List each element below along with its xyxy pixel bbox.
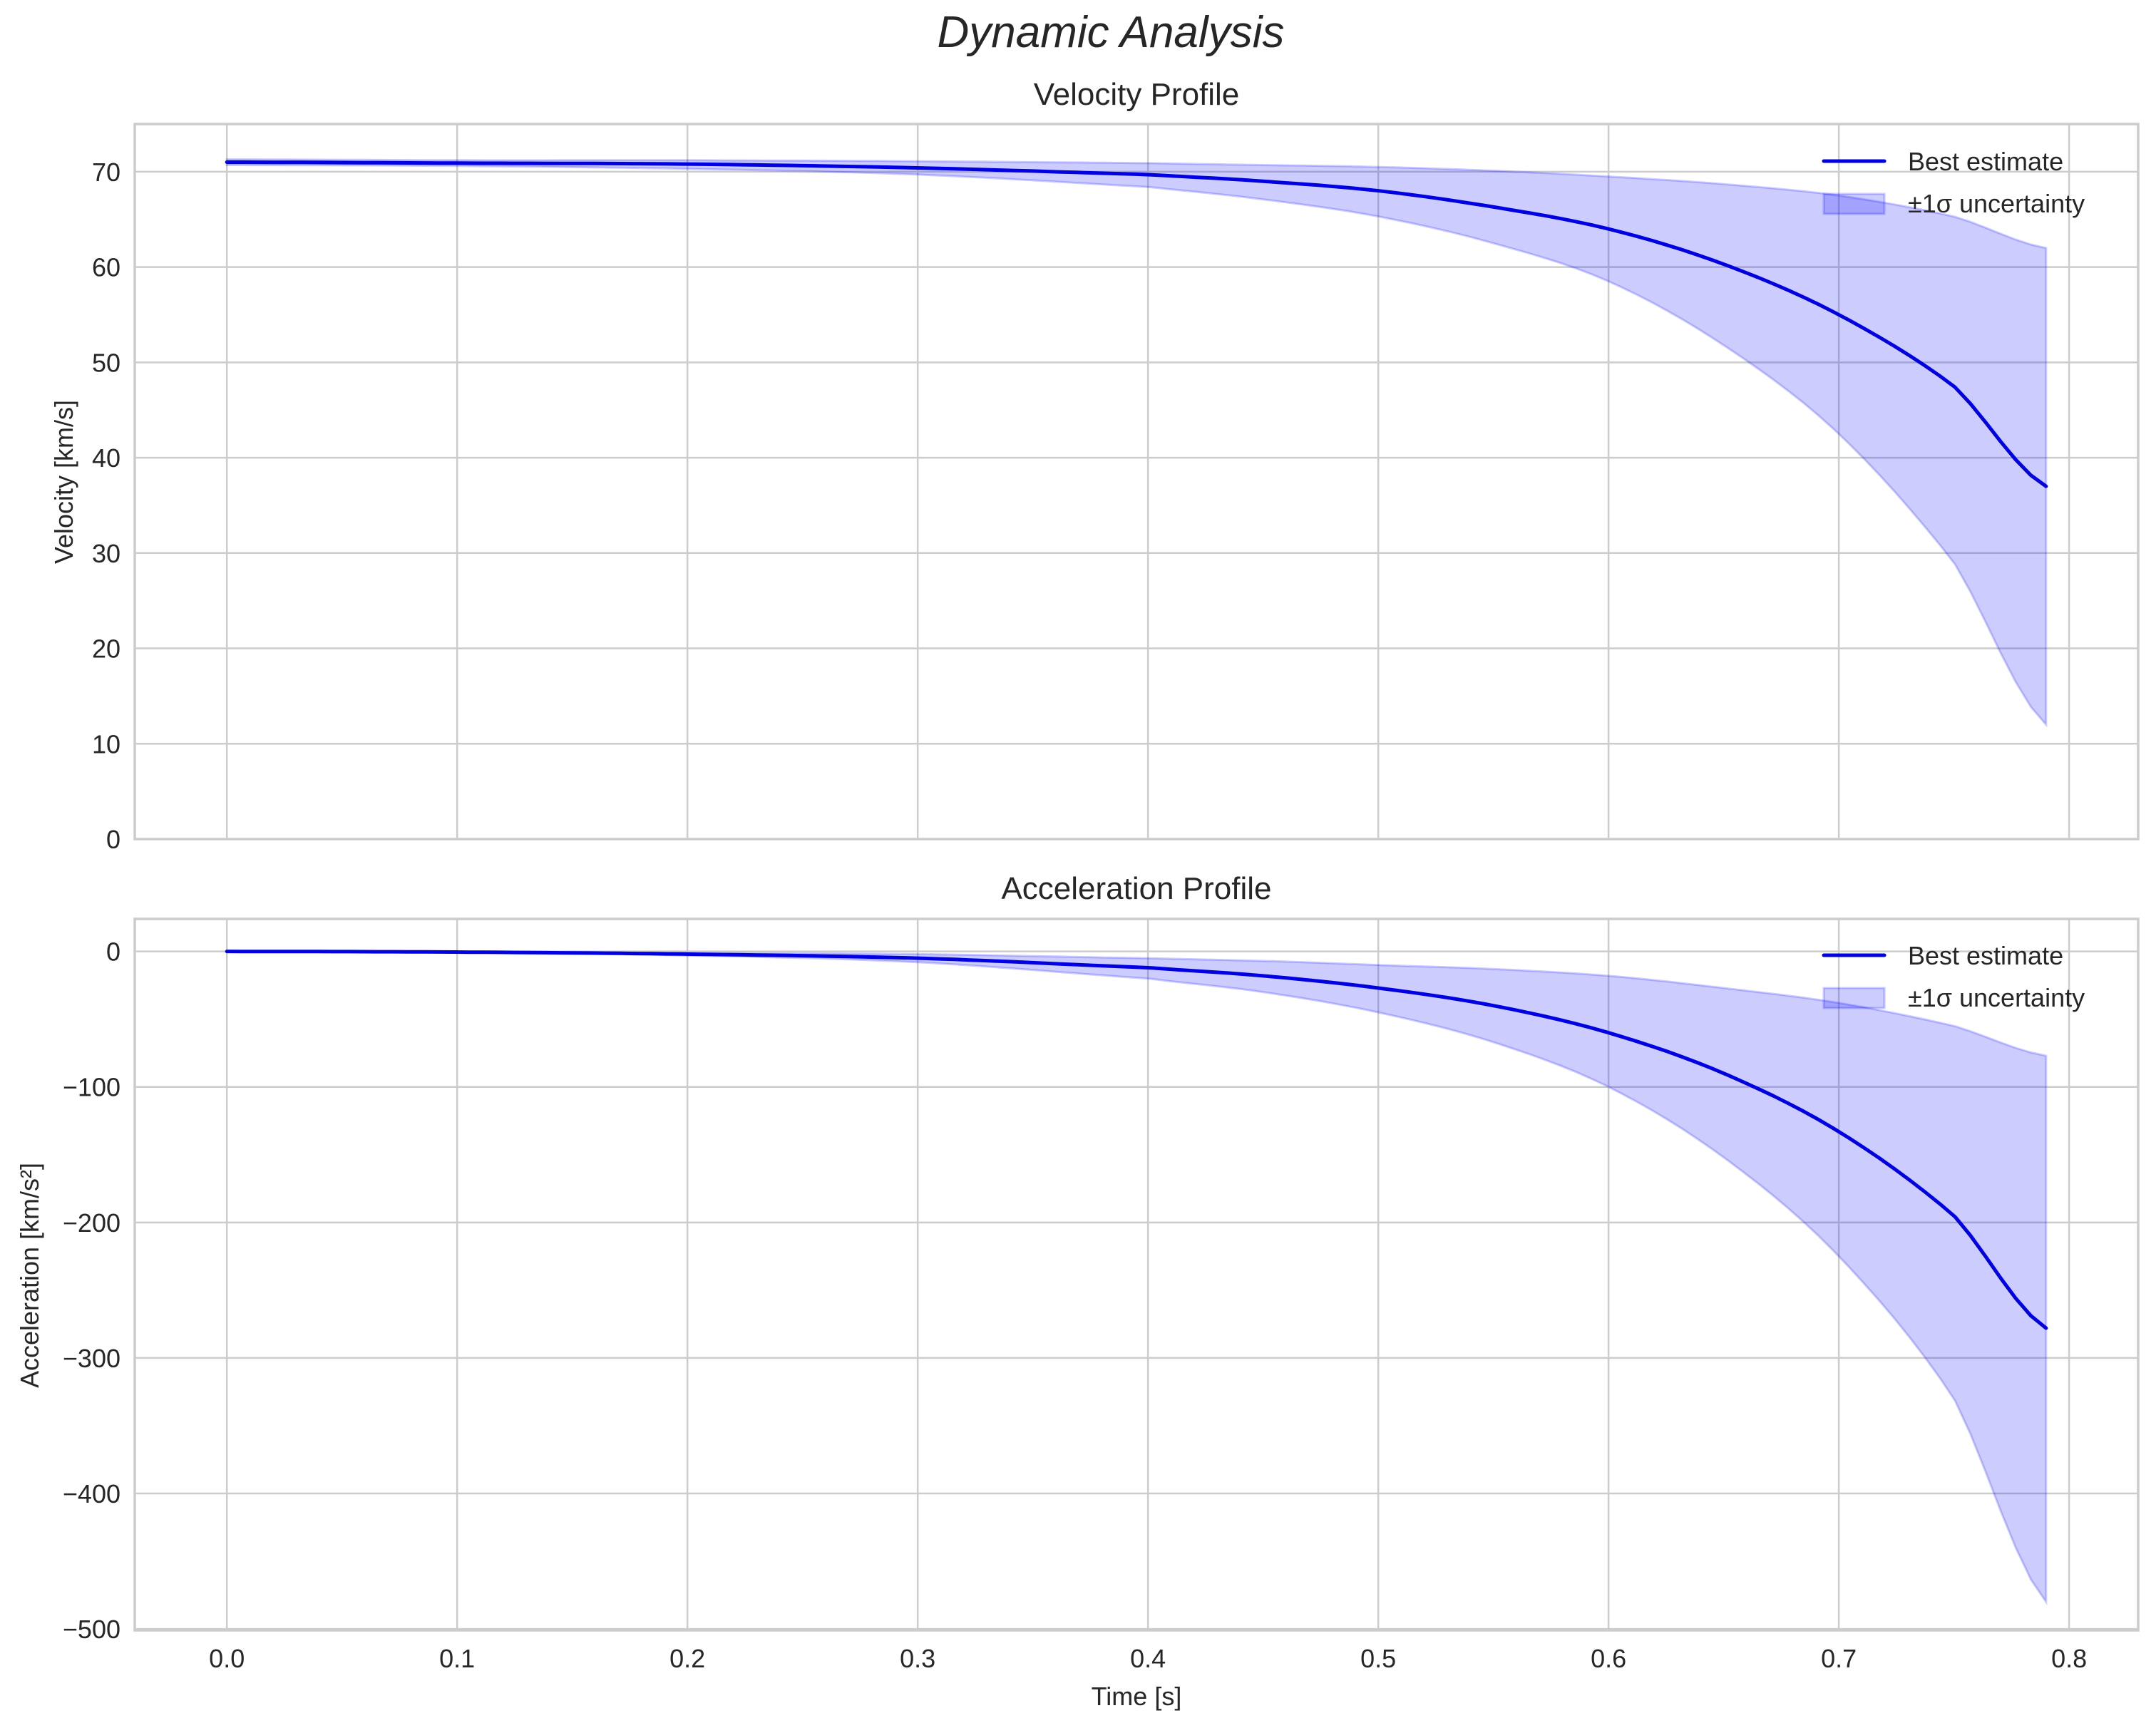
x-tick-label: 0.8 bbox=[2051, 1644, 2087, 1673]
legend-band-swatch-icon bbox=[1822, 987, 1886, 1009]
velocity-y-axis-label: Velocity [km/s] bbox=[49, 400, 78, 564]
acceleration-best-estimate-line bbox=[225, 950, 2048, 1330]
acceleration-axes-frame bbox=[133, 917, 2140, 1632]
velocity-axes-frame bbox=[133, 123, 2140, 840]
x-axis-label: Time [s] bbox=[1092, 1682, 1182, 1711]
x-tick-label: 0.2 bbox=[669, 1644, 705, 1673]
y-tick-label: 20 bbox=[92, 634, 120, 664]
best-estimate-path bbox=[225, 160, 2048, 488]
velocity-panel: Velocity Profile 0 10 20 30 40 50 60 70 Velocit… bbox=[49, 77, 2140, 854]
y-tick-label: 60 bbox=[92, 253, 120, 282]
x-tick-label: 0.6 bbox=[1591, 1644, 1626, 1673]
velocity-y-ticks: 0 10 20 30 40 50 60 70 bbox=[92, 158, 120, 854]
acceleration-y-axis-label: Acceleration [km/s²] bbox=[15, 1163, 44, 1388]
legend-band-swatch-icon bbox=[1822, 192, 1886, 215]
y-tick-label: 50 bbox=[92, 348, 120, 377]
y-tick-label: −400 bbox=[63, 1479, 120, 1508]
uncertainty-band-area bbox=[225, 158, 2048, 728]
y-tick-label: 0 bbox=[106, 937, 120, 967]
y-tick-label: 70 bbox=[92, 158, 120, 187]
velocity-panel-title: Velocity Profile bbox=[1034, 77, 1240, 112]
y-tick-label: 40 bbox=[92, 443, 120, 473]
velocity-legend: Best estimate ±1σ uncertainty bbox=[1822, 147, 2085, 218]
legend-best-estimate-label: Best estimate bbox=[1908, 147, 2063, 176]
acceleration-panel-title: Acceleration Profile bbox=[1001, 871, 1271, 906]
figure-suptitle: Dynamic Analysis bbox=[938, 8, 1285, 57]
x-tick-label: 0.0 bbox=[209, 1644, 245, 1673]
acceleration-panel: Acceleration Profile 0 −100 −200 −300 −400 −5… bbox=[15, 871, 2140, 1711]
y-tick-label: 0 bbox=[106, 825, 120, 854]
y-tick-label: 10 bbox=[92, 729, 120, 758]
y-tick-label: −500 bbox=[63, 1615, 120, 1644]
x-axis-ticks: 0.0 0.1 0.2 0.3 0.4 0.5 0.6 0.7 0.8 bbox=[209, 1644, 2087, 1673]
x-tick-label: 0.7 bbox=[1821, 1644, 1857, 1673]
y-tick-label: −200 bbox=[63, 1208, 120, 1238]
x-tick-label: 0.3 bbox=[900, 1644, 935, 1673]
velocity-uncertainty-band bbox=[225, 158, 2048, 728]
best-estimate-path bbox=[225, 950, 2048, 1330]
x-tick-label: 0.1 bbox=[439, 1644, 475, 1673]
x-tick-label: 0.4 bbox=[1130, 1644, 1166, 1673]
uncertainty-band-area bbox=[227, 950, 2048, 1605]
legend-uncertainty-label: ±1σ uncertainty bbox=[1908, 189, 2085, 218]
acceleration-legend: Best estimate ±1σ uncertainty bbox=[1822, 941, 2085, 1012]
y-tick-label: −100 bbox=[63, 1073, 120, 1102]
x-tick-label: 0.5 bbox=[1360, 1644, 1396, 1673]
y-tick-label: 30 bbox=[92, 539, 120, 568]
y-tick-label: −300 bbox=[63, 1344, 120, 1373]
legend-uncertainty-label: ±1σ uncertainty bbox=[1908, 983, 2085, 1012]
acceleration-y-ticks: 0 −100 −200 −300 −400 −500 bbox=[63, 937, 120, 1644]
velocity-best-estimate-line bbox=[225, 160, 2048, 488]
legend-best-estimate-label: Best estimate bbox=[1908, 941, 2063, 970]
acceleration-uncertainty-band bbox=[227, 950, 2048, 1605]
